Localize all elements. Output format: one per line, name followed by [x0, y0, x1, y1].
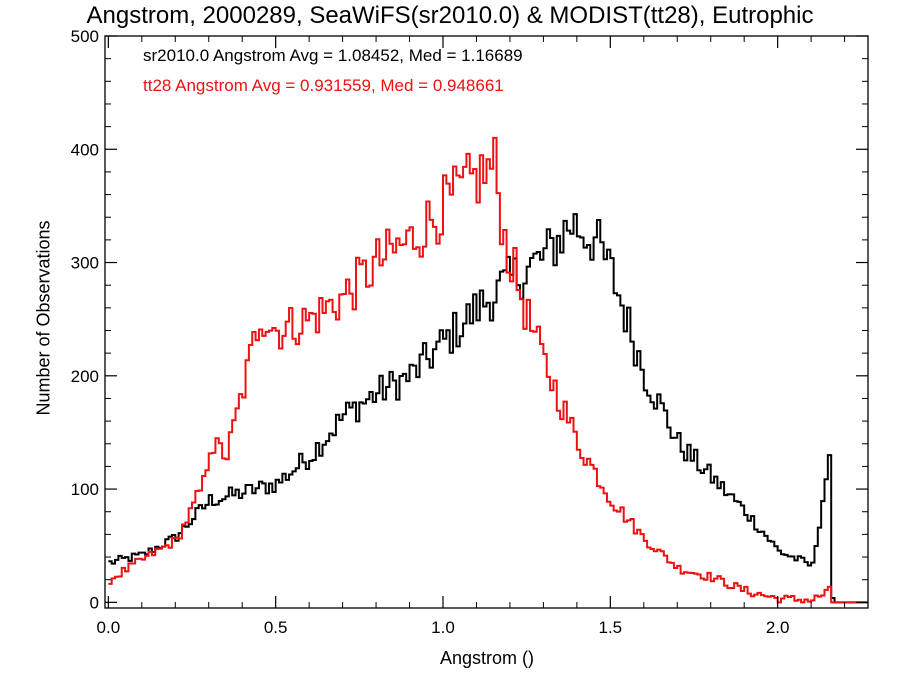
y-tick-label: 0: [90, 593, 99, 612]
y-tick-label: 400: [71, 140, 99, 159]
y-tick-label: 300: [71, 254, 99, 273]
x-tick-label: 1.5: [598, 618, 622, 637]
x-axis-label: Angstrom (): [439, 648, 535, 668]
histogram-line-tt28: [108, 136, 868, 604]
x-tick-label: 0.0: [97, 618, 121, 637]
histogram-line-sr2010.0: [108, 213, 868, 604]
x-tick-label: 2.0: [766, 618, 790, 637]
y-tick-label: 100: [71, 480, 99, 499]
annotation-sr2010: sr2010.0 Angstrom Avg = 1.08452, Med = 1…: [143, 46, 523, 65]
annotation-tt28: tt28 Angstrom Avg = 0.931559, Med = 0.94…: [143, 76, 504, 95]
x-tick-label: 1.0: [431, 618, 455, 637]
x-tick-label: 0.5: [264, 618, 288, 637]
plot-frame: [104, 35, 869, 609]
y-tick-label: 200: [71, 367, 99, 386]
chart-title: Angstrom, 2000289, SeaWiFS(sr2010.0) & M…: [86, 2, 814, 29]
y-tick-label: 500: [71, 27, 99, 46]
